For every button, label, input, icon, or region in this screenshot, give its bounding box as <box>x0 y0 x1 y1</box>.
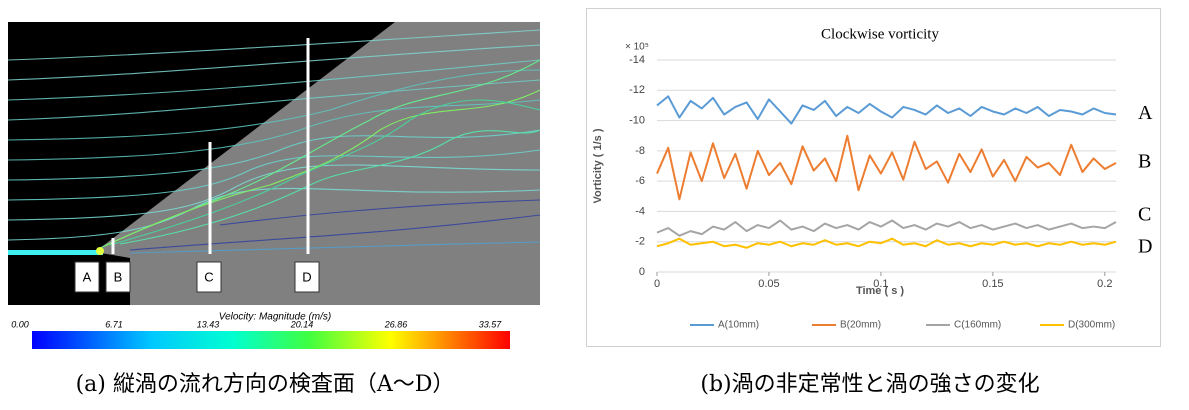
colorbar-label: 13.43 <box>197 319 220 329</box>
y-tick-label: 0 <box>639 266 645 278</box>
legend-label: A(10mm) <box>718 320 759 331</box>
series-line <box>656 95 1117 125</box>
y-tick-label: -6 <box>635 175 645 187</box>
y-tick-label: -14 <box>629 54 645 66</box>
plane-box <box>294 261 320 293</box>
colorbar-label: 33.57 <box>479 319 503 329</box>
y-tick-label: -8 <box>635 145 645 157</box>
x-tick-label: 0 <box>654 278 660 290</box>
chart-frame <box>586 8 1161 347</box>
x-tick-label: 0.15 <box>982 278 1003 290</box>
y-axis-label: Vorticity ( 1/s ) <box>592 128 604 203</box>
series-line <box>656 237 1117 249</box>
x-tick-label: 0.1 <box>873 278 888 290</box>
y-tick-label: -4 <box>635 205 645 217</box>
colorbar-label: 0.00 <box>11 319 29 329</box>
end-label: A <box>1138 102 1153 124</box>
colorbar-label: 6.71 <box>105 319 123 329</box>
plane-box <box>105 261 131 293</box>
legend-label: C(160mm) <box>954 320 1001 331</box>
plane-label: A <box>83 269 92 284</box>
colorbar-label: 20.14 <box>290 319 314 329</box>
colorbar-label: 26.86 <box>384 319 408 329</box>
y-tick-label: -12 <box>629 84 645 96</box>
axis-multiplier: × 10⁵ <box>625 42 649 53</box>
plane-box <box>196 261 222 293</box>
caption-b: (b)渦の非定常性と渦の強さの変化 <box>700 372 1039 397</box>
plane-box <box>74 261 100 293</box>
flow-image <box>8 22 540 305</box>
legend-label: D(300mm) <box>1068 320 1115 331</box>
x-axis-label: Time ( s ) <box>856 285 904 297</box>
plane-label: C <box>204 269 213 284</box>
legend-label: B(20mm) <box>840 320 881 331</box>
series-line <box>656 219 1117 237</box>
colorbar <box>32 331 510 349</box>
colorbar-title: Velocity: Magnitude (m/s) <box>219 312 331 323</box>
plane-label: D <box>302 269 311 284</box>
x-tick-label: 0.2 <box>1097 278 1112 290</box>
end-label: B <box>1138 151 1151 173</box>
y-tick-label: -10 <box>629 114 645 126</box>
colorbar-labels: 0.00 6.71 13.43 20.14 26.86 33.57 <box>11 319 502 329</box>
plane-label: B <box>114 269 123 284</box>
chart-title: Clockwise vorticity <box>821 26 939 42</box>
series-line <box>656 134 1117 201</box>
end-label: D <box>1138 235 1152 257</box>
caption-a: (a) 縦渦の流れ方向の検査面（A～D） <box>76 372 455 397</box>
x-tick-label: 0.05 <box>758 278 779 290</box>
plot: -14 -12 -10 -8 -6 -4 -2 00 0.05 0.1 0.15 0.2 A B CD A(1… <box>629 54 1153 331</box>
plane-labels: A B C D <box>74 261 320 293</box>
end-label: C <box>1138 204 1151 226</box>
y-tick-label: -2 <box>635 236 645 248</box>
